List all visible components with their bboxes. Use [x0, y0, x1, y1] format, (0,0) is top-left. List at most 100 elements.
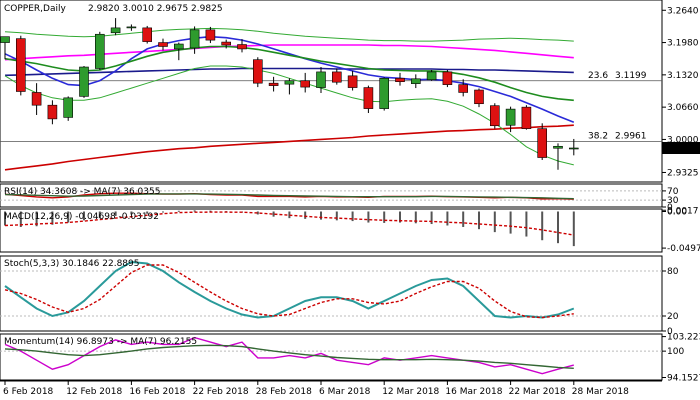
- macd-histogram-bar: [130, 211, 133, 215]
- stochastic-pane: Stoch(5,3,3) 30.1846 22.8895 80 20 0: [0, 255, 679, 337]
- candle-body: [505, 108, 516, 126]
- fib-price-label: 2.9961: [615, 131, 647, 141]
- macd-histogram-bar: [430, 211, 433, 225]
- indicator-tick-label: 30: [667, 196, 679, 206]
- macd-histogram-bar: [146, 211, 149, 214]
- time-tick-label: 22 Feb 2018: [193, 387, 249, 397]
- ma-line-1: [4, 67, 574, 77]
- candle-body: [363, 87, 374, 109]
- candle-body: [205, 29, 216, 41]
- fib-level-label: 38.2: [588, 131, 608, 141]
- macd-histogram-bar: [399, 211, 401, 223]
- macd-histogram-bar: [478, 211, 480, 230]
- macd-histogram-bar: [193, 210, 196, 212]
- candle-body: [221, 41, 231, 46]
- candle-body: [174, 43, 184, 50]
- macd-histogram-bar: [493, 211, 496, 233]
- indicator-tick-label: 20: [667, 312, 679, 322]
- indicator-tick-label: 0.0017: [667, 206, 699, 216]
- price-tick-label: 3.2640: [667, 6, 699, 16]
- macd-histogram-bar: [414, 211, 417, 224]
- momentum-title: Momentum(14) 96.8973 -> MA(7) 96.2155: [4, 337, 197, 347]
- macd-histogram-bar: [272, 211, 275, 217]
- macd-title: MACD(12,26,9) -0.04698 -0.03192: [4, 212, 159, 222]
- macd-histogram-bar: [67, 211, 70, 223]
- macd-histogram-bar: [462, 211, 465, 227]
- macd-histogram-bar: [572, 211, 575, 247]
- macd-histogram-bar: [35, 211, 38, 227]
- candle-body: [47, 104, 58, 120]
- price-tick-label: 3.1980: [667, 39, 699, 49]
- candle-body: [426, 71, 437, 81]
- macd-histogram-bar: [335, 211, 338, 221]
- macd-histogram-bar: [541, 211, 544, 241]
- time-tick-label: 12 Mar 2018: [382, 387, 439, 397]
- ohlc-header: 2.9820 3.0010 2.9675 2.9825: [88, 4, 223, 14]
- indicator-tick-label: 80: [667, 267, 679, 277]
- time-tick-label: 16 Feb 2018: [129, 387, 185, 397]
- candle-body: [0, 36, 10, 43]
- macd-histogram-bar: [509, 211, 512, 234]
- indicator-tick-label: 94.1527: [667, 374, 700, 384]
- price-grid: 23.6 3.1199 38.2 2.9961: [0, 71, 662, 142]
- indicator-tick-label: 70: [667, 187, 679, 197]
- candle-body: [537, 128, 548, 158]
- candle-body: [379, 77, 390, 109]
- fib-price-label: 3.1199: [615, 71, 647, 81]
- candle-body: [442, 71, 453, 85]
- time-tick-label: 6 Mar 2018: [319, 387, 371, 397]
- time-tick-label: 16 Mar 2018: [445, 387, 502, 397]
- last-price-tag: [662, 141, 700, 154]
- candle-body: [189, 29, 200, 49]
- candle-body: [31, 92, 42, 106]
- candle-body: [395, 77, 405, 83]
- candle-body: [331, 71, 342, 83]
- candle-body: [253, 59, 263, 84]
- candles: [0, 18, 579, 170]
- candle-body: [110, 27, 121, 34]
- time-tick-label: 12 Feb 2018: [66, 387, 122, 397]
- momentum-line-0: [4, 336, 574, 375]
- ma-line-2: [4, 35, 575, 124]
- macd-histogram-bar: [525, 211, 528, 237]
- macd-histogram-bar: [288, 211, 291, 219]
- ma-line-4: [4, 124, 574, 171]
- candle-body: [553, 145, 563, 149]
- macd-histogram-bar: [98, 211, 101, 219]
- macd-histogram-bar: [367, 211, 370, 223]
- price-tick-label: 3.1320: [667, 71, 699, 81]
- macd-histogram-bar: [351, 211, 354, 222]
- stoch-title: Stoch(5,3,3) 30.1846 22.8895: [4, 259, 139, 269]
- price-tick-label: 3.0000: [667, 135, 699, 145]
- time-tick-label: 22 Mar 2018: [509, 387, 566, 397]
- macd-histogram-bar: [4, 211, 6, 226]
- macd-histogram-bar: [304, 211, 307, 219]
- time-tick-label: 6 Feb 2018: [3, 387, 54, 397]
- macd-histogram-bar: [209, 210, 212, 212]
- time-axis: 6 Feb 2018 12 Feb 2018 16 Feb 2018 22 Feb 2…: [0, 380, 662, 397]
- macd-pane: MACD(12,26,9) -0.04698 -0.03192 0.00170.0…: [0, 206, 700, 254]
- candle-body: [458, 84, 469, 93]
- macd-histogram-bar: [51, 211, 54, 225]
- symbol-title: COPPER,Daily: [4, 4, 66, 14]
- indicator-tick-label: 0: [667, 327, 673, 337]
- candle-body: [474, 89, 484, 105]
- macd-histogram-bar: [83, 211, 85, 221]
- rsi-title: RSI(14) 34.3608 -> MA(7) 36.0355: [4, 187, 160, 197]
- candle-body: [489, 105, 500, 127]
- candle-body: [237, 44, 247, 50]
- macd-histogram-bar: [114, 211, 117, 216]
- candle-body: [15, 38, 26, 92]
- indicator-tick-label: 100: [667, 347, 684, 357]
- macd-histogram-bar: [256, 211, 259, 215]
- candle-body: [410, 78, 421, 84]
- time-tick-label: 28 Feb 2018: [256, 387, 312, 397]
- momentum-line-1: [4, 344, 574, 369]
- macd-histogram-bar: [177, 210, 180, 212]
- macd-histogram-bar: [557, 211, 559, 244]
- indicator-tick-label: 0: [667, 203, 673, 213]
- candle-body: [95, 33, 105, 69]
- candle-body: [268, 82, 279, 86]
- indicator-tick-label: -0.0497: [667, 244, 700, 254]
